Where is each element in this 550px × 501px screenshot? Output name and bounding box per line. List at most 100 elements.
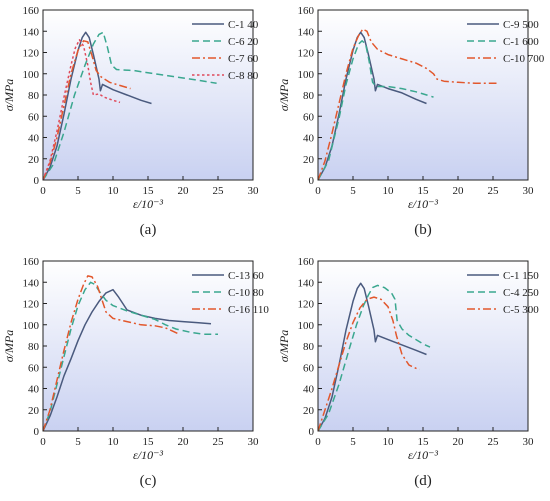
series-line — [318, 282, 427, 431]
plot-area — [43, 261, 253, 431]
x-tick-label: 25 — [213, 436, 225, 448]
panel-label: (d) — [414, 473, 432, 489]
y-tick-label: 60 — [28, 362, 40, 374]
y-tick-label: 100 — [23, 69, 40, 81]
x-tick-label: 25 — [213, 185, 225, 197]
plot-area — [318, 10, 528, 180]
legend-label: C-13 60 — [228, 270, 264, 282]
legend-label: C-1 600 — [503, 36, 539, 48]
y-tick-label: 60 — [303, 111, 315, 123]
series-line — [318, 28, 497, 180]
legend-label: C-10 700 — [503, 53, 545, 65]
y-tick-label: 20 — [303, 405, 315, 417]
x-axis-label: ε/10⁻³ — [133, 448, 163, 462]
x-tick-label: 20 — [178, 436, 190, 448]
y-tick-label: 140 — [298, 277, 315, 289]
series-line — [318, 296, 420, 431]
y-tick-label: 140 — [298, 26, 315, 38]
x-tick-label: 5 — [75, 185, 81, 197]
chart-panel-a: 0 5 10 15 20 25 30 0 20 40 60 80 100 120 140 160 ε/10⁻³ σ… — [2, 5, 260, 238]
chart-panel-d: 0 5 10 15 20 25 30 0 20 40 60 80 100 120 140 160 ε/10⁻³ σ… — [277, 256, 539, 489]
series-line — [43, 31, 152, 180]
x-axis-label: ε/10⁻³ — [133, 197, 163, 211]
x-tick-label: 5 — [350, 185, 356, 197]
x-axis-label: ε/10⁻³ — [408, 448, 438, 462]
y-tick-label: 20 — [28, 405, 40, 417]
x-axis-label: ε/10⁻³ — [408, 197, 438, 211]
x-tick-label: 20 — [453, 436, 465, 448]
x-tick-label: 5 — [75, 436, 81, 448]
series-line — [318, 284, 431, 431]
y-tick-label: 120 — [298, 48, 315, 60]
series-line — [43, 281, 218, 431]
y-tick-label: 40 — [303, 133, 315, 145]
x-tick-label: 0 — [40, 185, 46, 197]
x-tick-label: 15 — [143, 185, 155, 197]
panel-label: (b) — [414, 222, 432, 238]
x-tick-label: 10 — [108, 436, 120, 448]
series-line — [43, 275, 180, 431]
y-tick-label: 140 — [23, 26, 40, 38]
y-tick-label: 80 — [303, 341, 315, 353]
plot-area — [318, 261, 528, 431]
y-tick-label: 60 — [28, 111, 40, 123]
x-tick-label: 30 — [523, 436, 535, 448]
y-tick-label: 160 — [298, 5, 315, 17]
x-tick-label: 10 — [108, 185, 120, 197]
series-line — [43, 288, 212, 431]
panel-label: (c) — [140, 473, 157, 489]
x-tick-label: 10 — [383, 436, 395, 448]
y-axis-label: σ/MPa — [2, 330, 16, 363]
chart-panel-b: 0 5 10 15 20 25 30 0 20 40 60 80 100 120 140 160 ε/10⁻³ σ… — [277, 5, 545, 238]
y-tick-label: 160 — [298, 256, 315, 268]
chart-panel-c: 0 5 10 15 20 25 30 0 20 40 60 80 100 120 140 160 ε/10⁻³ σ… — [2, 256, 269, 489]
y-tick-label: 100 — [23, 320, 40, 332]
series-line — [318, 40, 434, 180]
legend-label: C-5 300 — [503, 304, 539, 316]
plot-area — [43, 10, 253, 180]
x-tick-label: 25 — [488, 436, 500, 448]
y-tick-label: 100 — [298, 69, 315, 81]
panel-label: (a) — [140, 222, 157, 238]
y-tick-label: 0 — [309, 426, 315, 438]
y-tick-label: 120 — [298, 299, 315, 311]
y-tick-label: 100 — [298, 320, 315, 332]
x-tick-label: 10 — [383, 185, 395, 197]
series-line — [43, 40, 131, 180]
y-tick-label: 60 — [303, 362, 315, 374]
x-tick-label: 15 — [143, 436, 155, 448]
legend-label: C-4 250 — [503, 287, 539, 299]
legend-label: C-7 60 — [228, 53, 259, 65]
y-tick-label: 0 — [309, 175, 315, 187]
y-tick-label: 80 — [28, 90, 40, 102]
x-tick-label: 0 — [315, 185, 321, 197]
series-line — [43, 31, 217, 180]
y-tick-label: 120 — [23, 299, 40, 311]
x-tick-label: 30 — [248, 185, 260, 197]
x-tick-label: 30 — [523, 185, 535, 197]
x-tick-label: 0 — [315, 436, 321, 448]
y-tick-label: 80 — [28, 341, 40, 353]
x-tick-label: 30 — [248, 436, 260, 448]
y-tick-label: 120 — [23, 48, 40, 60]
x-tick-label: 15 — [418, 436, 430, 448]
y-tick-label: 40 — [28, 384, 40, 396]
y-tick-label: 0 — [34, 426, 40, 438]
x-tick-label: 0 — [40, 436, 46, 448]
y-tick-label: 80 — [303, 90, 315, 102]
y-tick-label: 140 — [23, 277, 40, 289]
y-tick-label: 40 — [28, 133, 40, 145]
legend-label: C-6 20 — [228, 36, 259, 48]
y-tick-label: 0 — [34, 175, 40, 187]
y-tick-label: 40 — [303, 384, 315, 396]
x-tick-label: 15 — [418, 185, 430, 197]
y-tick-label: 20 — [303, 154, 315, 166]
y-axis-label: σ/MPa — [2, 79, 16, 112]
legend-label: C-8 80 — [228, 70, 259, 82]
legend-label: C-16 110 — [228, 304, 269, 316]
legend-label: C-9 500 — [503, 19, 539, 31]
legend-label: C-1 40 — [228, 19, 259, 31]
y-tick-label: 160 — [23, 256, 40, 268]
y-tick-label: 160 — [23, 5, 40, 17]
x-tick-label: 20 — [453, 185, 465, 197]
